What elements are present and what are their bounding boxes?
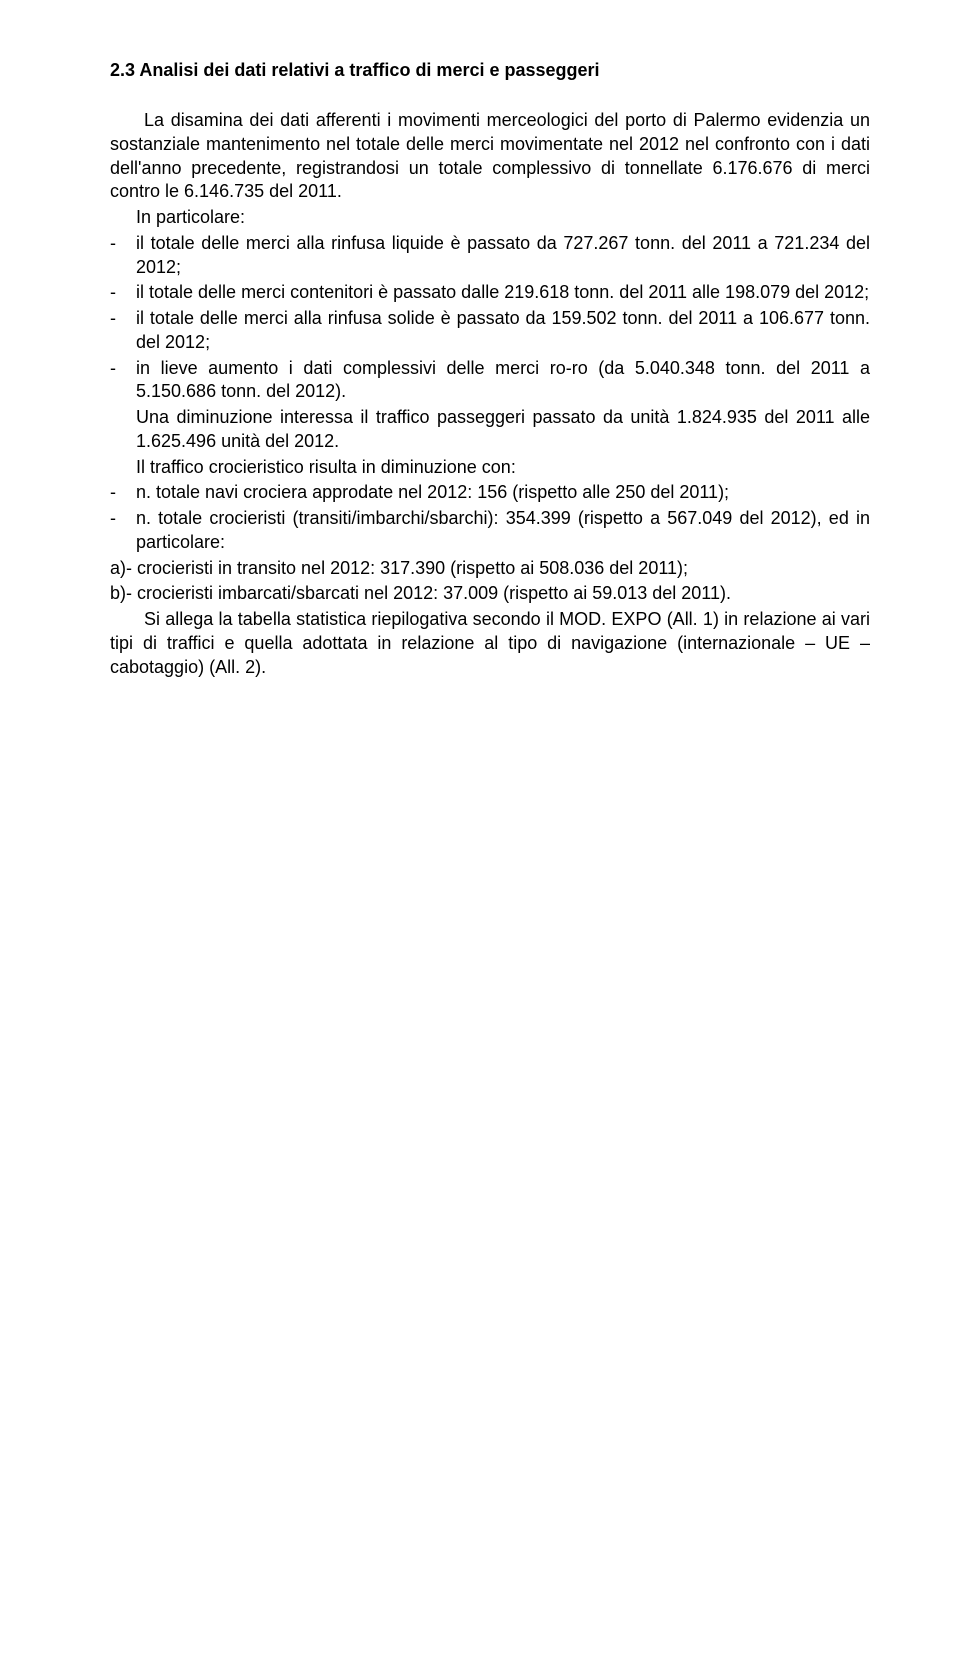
list-item: n. totale navi crociera approdate nel 20… [110,481,870,505]
in-particolare-label: In particolare: [110,206,870,230]
bullet-text: n. totale navi crociera approdate nel 20… [136,482,729,502]
crocieristico-head: Il traffico crocieristico risulta in dim… [110,456,870,480]
closing-paragraph: Si allega la tabella statistica riepilog… [110,608,870,679]
section-heading: 2.3 Analisi dei dati relativi a traffico… [110,60,870,81]
bullet-list-merci: il totale delle merci alla rinfusa liqui… [110,232,870,404]
bullet-text: in lieve aumento i dati complessivi dell… [136,358,870,402]
intro-paragraph: La disamina dei dati afferenti i movimen… [110,109,870,204]
lettered-item-b: b)- crocieristi imbarcati/sbarcati nel 2… [110,582,870,606]
list-item: il totale delle merci contenitori è pass… [110,281,870,305]
bullet-text: il totale delle merci alla rinfusa solid… [136,308,870,352]
list-item: n. totale crocieristi (transiti/imbarchi… [110,507,870,555]
bullet-text: il totale delle merci alla rinfusa liqui… [136,233,870,277]
list-item: il totale delle merci alla rinfusa solid… [110,307,870,355]
list-item: in lieve aumento i dati complessivi dell… [110,357,870,405]
list-item: il totale delle merci alla rinfusa liqui… [110,232,870,280]
diminuzione-paragraph: Una diminuzione interessa il traffico pa… [110,406,870,454]
page-number: 8 [110,1640,960,1658]
document-page: 2.3 Analisi dei dati relativi a traffico… [110,60,870,679]
bullet-list-crociera: n. totale navi crociera approdate nel 20… [110,481,870,554]
lettered-item-a: a)- crocieristi in transito nel 2012: 31… [110,557,870,581]
bullet-text: il totale delle merci contenitori è pass… [136,282,869,302]
bullet-text: n. totale crocieristi (transiti/imbarchi… [136,508,870,552]
